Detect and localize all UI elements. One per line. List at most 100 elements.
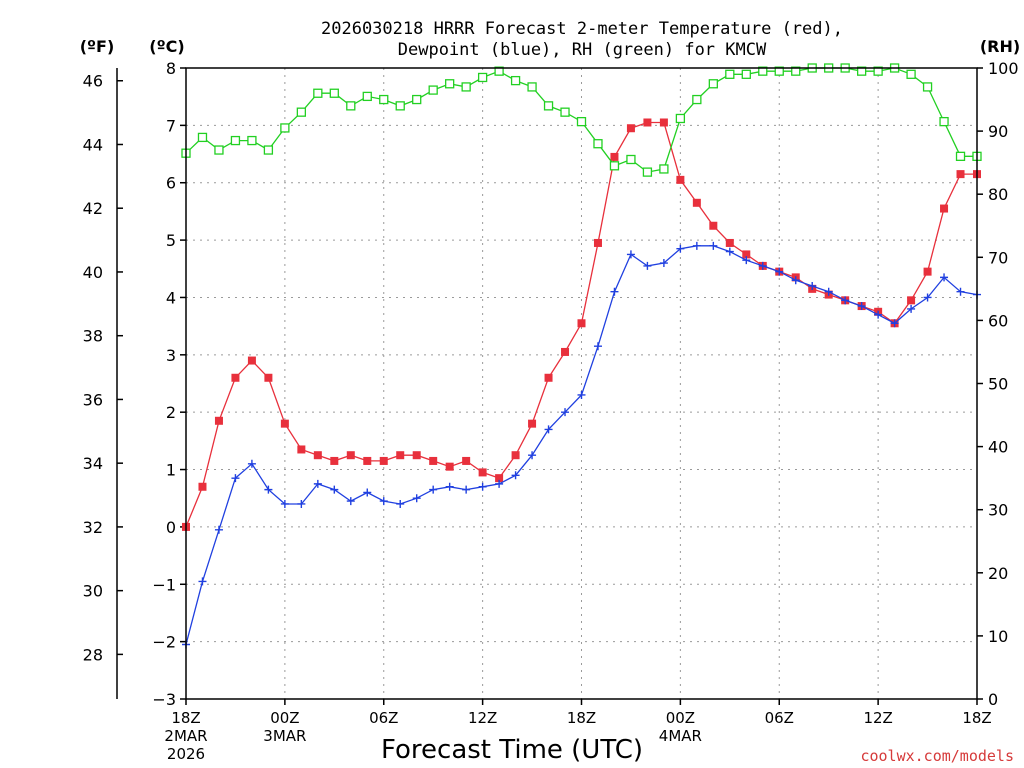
grid-layer (186, 68, 977, 699)
temperature-point (412, 451, 421, 460)
x-tick-label-line: 4MAR (659, 727, 702, 745)
rh-point (856, 66, 867, 76)
rh-point (412, 94, 422, 105)
temperature-point (742, 250, 751, 259)
rh-point (263, 145, 274, 155)
temperature-point (264, 373, 273, 382)
rh-point (692, 94, 702, 105)
rh-point (609, 161, 620, 171)
celsius-tick-label: −1 (152, 575, 176, 594)
celsius-tick-label: 4 (166, 288, 176, 307)
temperature-point (956, 170, 965, 179)
dewpoint-point (247, 459, 256, 468)
celsius-tick-label: 5 (166, 231, 176, 250)
fahrenheit-tick-label: 28 (83, 645, 103, 664)
rh-point (313, 88, 323, 98)
temperature-point (561, 347, 570, 356)
celsius-tick-label: 3 (166, 346, 176, 365)
temperature-point (511, 451, 520, 460)
dewpoint-point (659, 259, 668, 268)
dewpoint-point (824, 287, 833, 296)
dewpoint-point (313, 479, 322, 488)
chart-title-line-1: 2026030218 HRRR Forecast 2-meter Tempera… (321, 19, 843, 39)
rh-point (329, 88, 339, 98)
dewpoint-point (462, 485, 471, 494)
fahrenheit-tick-label: 40 (83, 263, 103, 282)
temperature-point (643, 118, 652, 127)
x-tick-label: 12Z (468, 709, 497, 727)
rh-point (659, 164, 669, 174)
dewpoint-point (198, 577, 207, 586)
rh-tick-label: 50 (988, 375, 1008, 394)
dewpoint-point (495, 479, 504, 488)
rh-point (758, 66, 768, 76)
dewpoint-point (363, 488, 372, 497)
dewpoint-point (692, 241, 701, 250)
rh-point (247, 135, 257, 146)
dewpoint-point (379, 497, 388, 506)
rh-point (527, 82, 537, 92)
rh-point (379, 94, 389, 105)
rh-point (642, 167, 653, 177)
temperature-point (363, 456, 372, 465)
rh-point (461, 82, 471, 92)
celsius-tick-label: 2 (166, 403, 176, 422)
x-tick-label-line: 00Z (270, 709, 299, 727)
rh-point (791, 66, 801, 76)
temperature-point (330, 456, 339, 465)
rh-point (560, 107, 570, 117)
dewpoint-point (280, 499, 289, 508)
rh-tick-label: 40 (988, 438, 1008, 457)
temperature-point (593, 238, 602, 247)
rh-point (922, 82, 933, 92)
rh-point (543, 101, 554, 111)
chart-title-line-2: Dewpoint (blue), RH (green) for KMCW (398, 40, 767, 60)
fahrenheit-tick-label: 30 (83, 582, 103, 601)
dewpoint-point (626, 250, 635, 259)
rh-unit-label: (RH) (980, 37, 1020, 56)
celsius-tick-label: −2 (152, 633, 176, 652)
dewpoint-point (396, 499, 405, 508)
x-tick-label: 06Z (765, 709, 794, 727)
dewpoint-point (610, 287, 619, 296)
temperature-point (676, 175, 685, 184)
dewpoint-point (528, 451, 537, 460)
x-tick-label-line: 06Z (369, 709, 398, 727)
temperature-point (445, 462, 454, 471)
temperature-point (429, 456, 438, 465)
rh-point (939, 116, 949, 127)
fahrenheit-unit-label: (ºF) (80, 37, 115, 56)
fahrenheit-tick-label: 46 (83, 72, 103, 91)
x-tick-label-line: 12Z (468, 709, 497, 727)
dewpoint-point (412, 494, 421, 503)
dewpoint-point (907, 304, 916, 313)
x-tick-label: 18Z 2MAR 2026 (164, 709, 207, 763)
celsius-unit-label: (ºC) (149, 37, 184, 56)
temperature-point (940, 204, 949, 213)
dewpoint-point (297, 499, 306, 508)
temperature-point (198, 482, 207, 491)
dewpoint-point (511, 471, 520, 480)
temperature-point (214, 416, 223, 425)
fahrenheit-tick-label: 44 (83, 135, 103, 154)
rh-tick-label: 70 (988, 248, 1008, 267)
temperature-point (462, 456, 471, 465)
x-tick-label-line: 3MAR (263, 727, 306, 745)
temperature-point (544, 373, 553, 382)
dewpoint-point (890, 319, 899, 328)
temperature-point (709, 221, 718, 230)
dewpoint-point (577, 390, 586, 399)
x-tick-label: 12Z (863, 709, 892, 727)
dewpoint-point (808, 281, 817, 290)
x-tick-label: 00Z 4MAR (659, 709, 702, 745)
x-tick-label: 18Z (567, 709, 596, 727)
celsius-tick-label: 0 (166, 518, 176, 537)
rh-point (626, 154, 636, 165)
celsius-tick-label: 6 (166, 174, 176, 193)
temperature-point (231, 373, 240, 382)
celsius-tick-label: 8 (166, 59, 176, 78)
temperature-point (610, 152, 619, 161)
x-tick-label-line: 2026 (167, 745, 205, 763)
rh-point (774, 66, 784, 76)
rh-point (214, 145, 224, 155)
